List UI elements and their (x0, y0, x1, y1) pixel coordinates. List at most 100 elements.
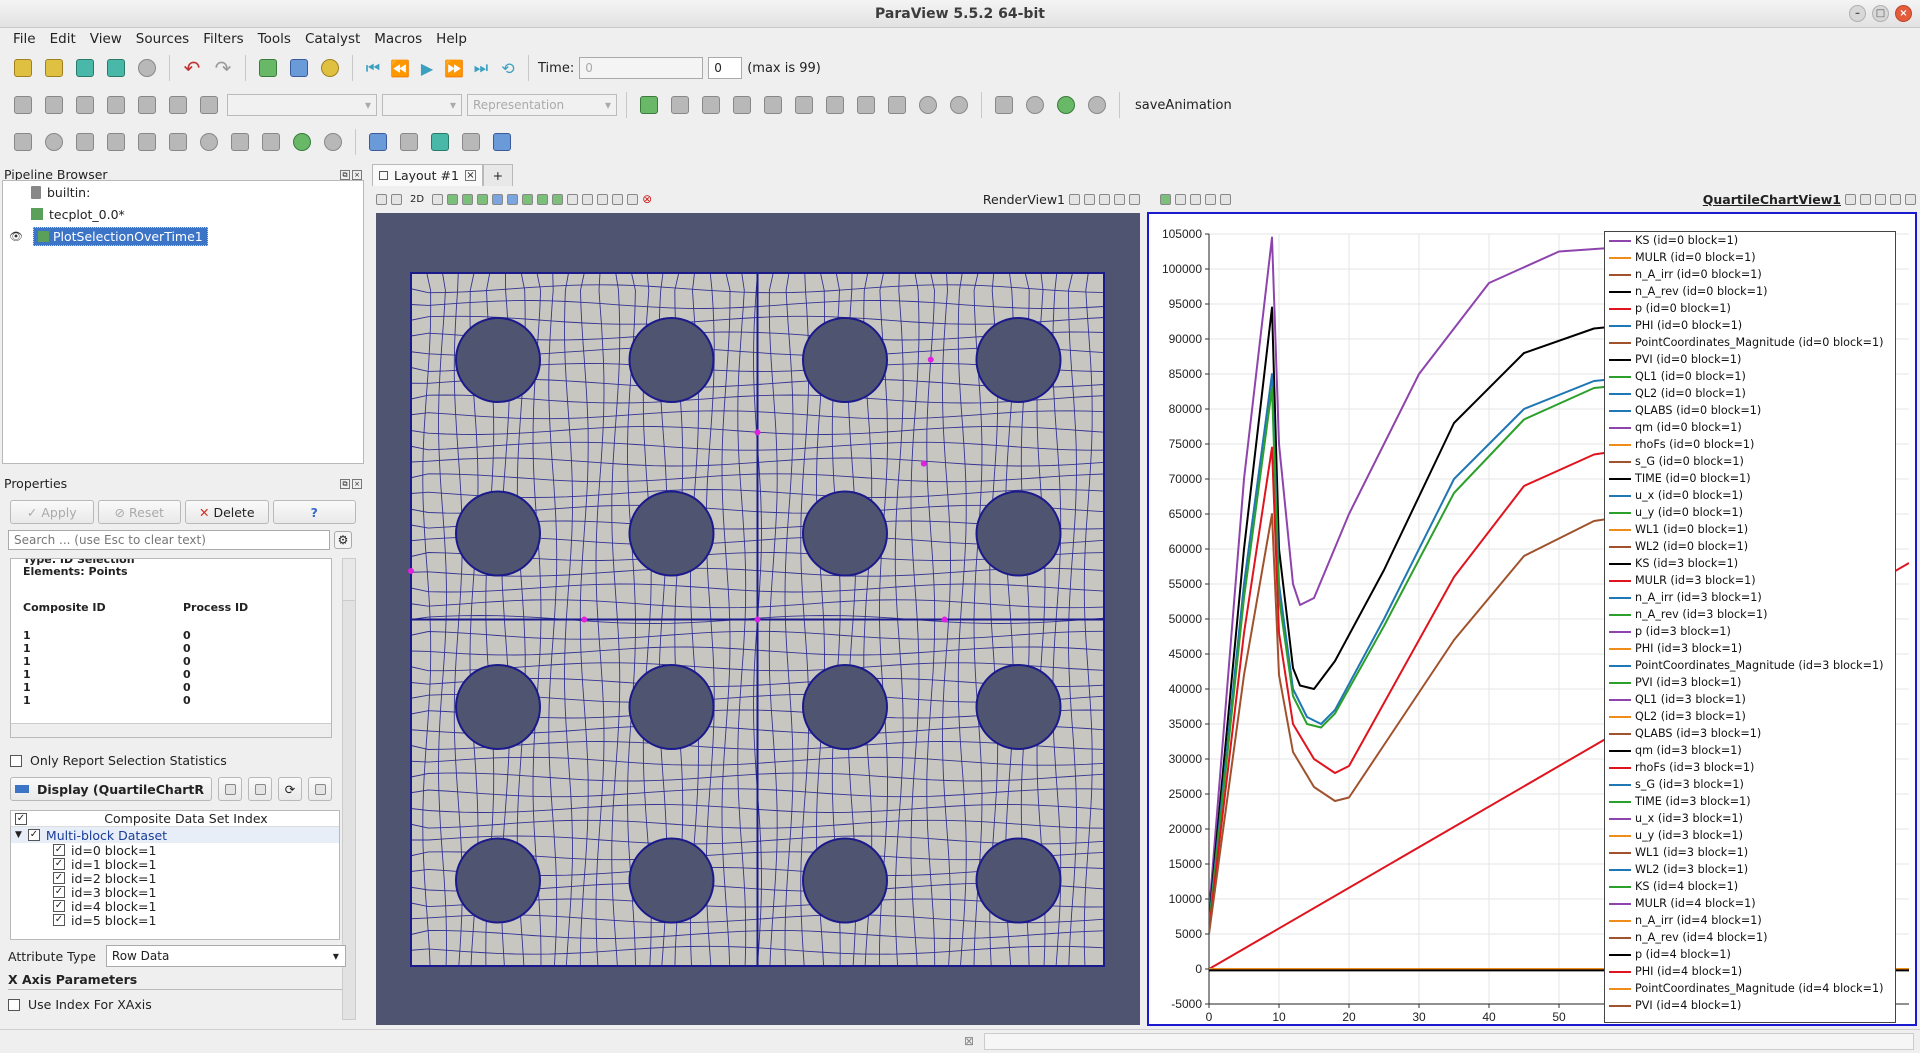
block-row[interactable]: ✓ id=4 block=1 (11, 899, 339, 914)
loop-button[interactable]: ⟲ (497, 57, 519, 79)
only-report-stats-row[interactable]: Only Report Selection Statistics (10, 753, 227, 768)
menu-filters[interactable]: Filters (203, 31, 244, 47)
representation-select[interactable]: Representation ▾ (467, 94, 617, 116)
menu-edit[interactable]: Edit (49, 31, 76, 47)
chart-select-polygon-icon[interactable] (1175, 193, 1186, 205)
split-vertical-icon[interactable] (1860, 193, 1871, 205)
render-view[interactable] (376, 213, 1140, 1025)
chart-select-toggle-icon[interactable] (1190, 193, 1201, 205)
edit-colormap-button[interactable] (196, 92, 222, 118)
toggle-2d-button[interactable]: 2D (410, 193, 425, 205)
split-horizontal-icon[interactable] (1069, 193, 1080, 205)
select-frustum-cells-icon[interactable] (477, 193, 489, 205)
maximize-view-icon[interactable] (1875, 193, 1886, 205)
color-palette-button[interactable] (317, 55, 343, 81)
use-index-row[interactable]: Use Index For XAxis (8, 997, 152, 1012)
pipeline-item-builtin[interactable]: builtin: (3, 181, 363, 203)
color-by-select[interactable]: ▾ (227, 94, 377, 116)
select-polygon-points-icon[interactable] (507, 193, 519, 205)
show-center-button[interactable] (1053, 92, 1079, 118)
view-plus-z-button[interactable] (853, 92, 879, 118)
calculator-button[interactable] (10, 129, 36, 155)
apply-button[interactable]: ✓ Apply (10, 500, 94, 524)
find-data-button[interactable] (365, 129, 391, 155)
open-file-button[interactable] (10, 55, 36, 81)
help-button[interactable]: ? (272, 500, 356, 524)
rotate-cw-button[interactable] (915, 92, 941, 118)
last-frame-button[interactable]: ⏭ (470, 57, 492, 79)
view-minus-z-button[interactable] (884, 92, 910, 118)
new-layout-tab[interactable]: + (482, 164, 513, 186)
stream-tracer-button[interactable] (227, 129, 253, 155)
undock-icon[interactable]: ⧉ (340, 478, 350, 489)
chart-select-icon[interactable] (1160, 193, 1171, 205)
menu-sources[interactable]: Sources (135, 31, 190, 47)
multiblock-row[interactable]: ▼ ✓ Multi-block Dataset (11, 827, 339, 843)
screenshot-button[interactable] (286, 55, 312, 81)
grow-selection-icon[interactable] (567, 193, 579, 205)
first-frame-button[interactable]: ⏮ (362, 57, 384, 79)
next-frame-button[interactable]: ⏩ (443, 57, 465, 79)
block-checkbox[interactable]: ✓ (53, 914, 65, 926)
block-row[interactable]: ✓ id=1 block=1 (11, 857, 339, 872)
properties-scrollbar[interactable] (342, 600, 356, 1020)
minimize-icon[interactable]: – (1849, 5, 1866, 22)
save-defaults-button[interactable] (308, 777, 332, 801)
load-state-button[interactable] (72, 55, 98, 81)
menu-help[interactable]: Help (436, 31, 467, 47)
hover-points-icon[interactable] (537, 193, 549, 205)
view-plus-x-button[interactable] (729, 92, 755, 118)
time-value-input[interactable]: 0 (579, 57, 704, 79)
chart-add-selection-icon[interactable] (1205, 193, 1216, 205)
reset-camera-button[interactable] (636, 92, 662, 118)
rescale-temporal-button[interactable] (134, 92, 160, 118)
maximize-view-icon[interactable] (1099, 193, 1110, 205)
threshold-button[interactable] (134, 129, 160, 155)
plot-selection-icon[interactable] (612, 193, 624, 205)
menu-catalyst[interactable]: Catalyst (304, 31, 361, 47)
horizontal-scrollbar[interactable] (11, 723, 331, 737)
delete-button[interactable]: ✕ Delete (185, 500, 269, 524)
view-minus-y-button[interactable] (822, 92, 848, 118)
status-close-icon[interactable]: ⊠ (964, 1034, 975, 1048)
block-checkbox[interactable]: ✓ (53, 858, 65, 870)
query-icon[interactable] (627, 193, 639, 205)
expand-arrow-icon[interactable]: ▼ (15, 830, 22, 840)
eye-icon[interactable]: 👁 (9, 229, 23, 243)
block-row[interactable]: ✓ id=3 block=1 (11, 885, 339, 900)
color-map-button[interactable] (41, 92, 67, 118)
split-vertical-icon[interactable] (1084, 193, 1095, 205)
rotate-ccw-button[interactable] (946, 92, 972, 118)
restore-view-icon[interactable] (1114, 193, 1125, 205)
group-datasets-button[interactable] (289, 129, 315, 155)
interactive-select-icon[interactable] (522, 193, 534, 205)
close-view-icon[interactable] (1905, 193, 1916, 205)
undo-button[interactable]: ↶ (179, 55, 205, 81)
close-view-icon[interactable] (1129, 193, 1140, 205)
undock-icon[interactable]: ⧉ (340, 169, 350, 180)
block-checkbox[interactable]: ✓ (53, 872, 65, 884)
restore-view-icon[interactable] (1890, 193, 1901, 205)
close-icon[interactable]: × (1895, 5, 1912, 22)
toggle-visibility-button[interactable] (10, 92, 36, 118)
contour-button[interactable] (41, 129, 67, 155)
chart-capture-icon[interactable] (1220, 193, 1231, 205)
select-all-checkbox[interactable]: ✓ (15, 812, 27, 825)
close-panel-icon[interactable]: × (352, 478, 362, 489)
block-checkbox[interactable]: ✓ (53, 900, 65, 912)
reset-center-button[interactable] (1084, 92, 1110, 118)
pipeline-item-plotselection[interactable]: 👁 PlotSelectionOverTime1 (3, 225, 363, 247)
copy-display-button[interactable] (218, 777, 242, 801)
extract-level-button[interactable] (320, 129, 346, 155)
component-select[interactable]: ▾ (382, 94, 462, 116)
reset-button[interactable]: ⊘ Reset (97, 500, 181, 524)
zoom-box-button[interactable] (698, 92, 724, 118)
select-surface-points-icon[interactable] (462, 193, 474, 205)
select-cells-icon[interactable] (376, 193, 387, 205)
rescale-button[interactable] (72, 92, 98, 118)
play-button[interactable]: ▶ (416, 57, 438, 79)
select-polygon-cells-icon[interactable] (492, 193, 504, 205)
time-index-spinner[interactable]: 0 (708, 57, 743, 79)
redo-button[interactable]: ↷ (210, 55, 236, 81)
extract-selection-icon[interactable] (597, 193, 609, 205)
